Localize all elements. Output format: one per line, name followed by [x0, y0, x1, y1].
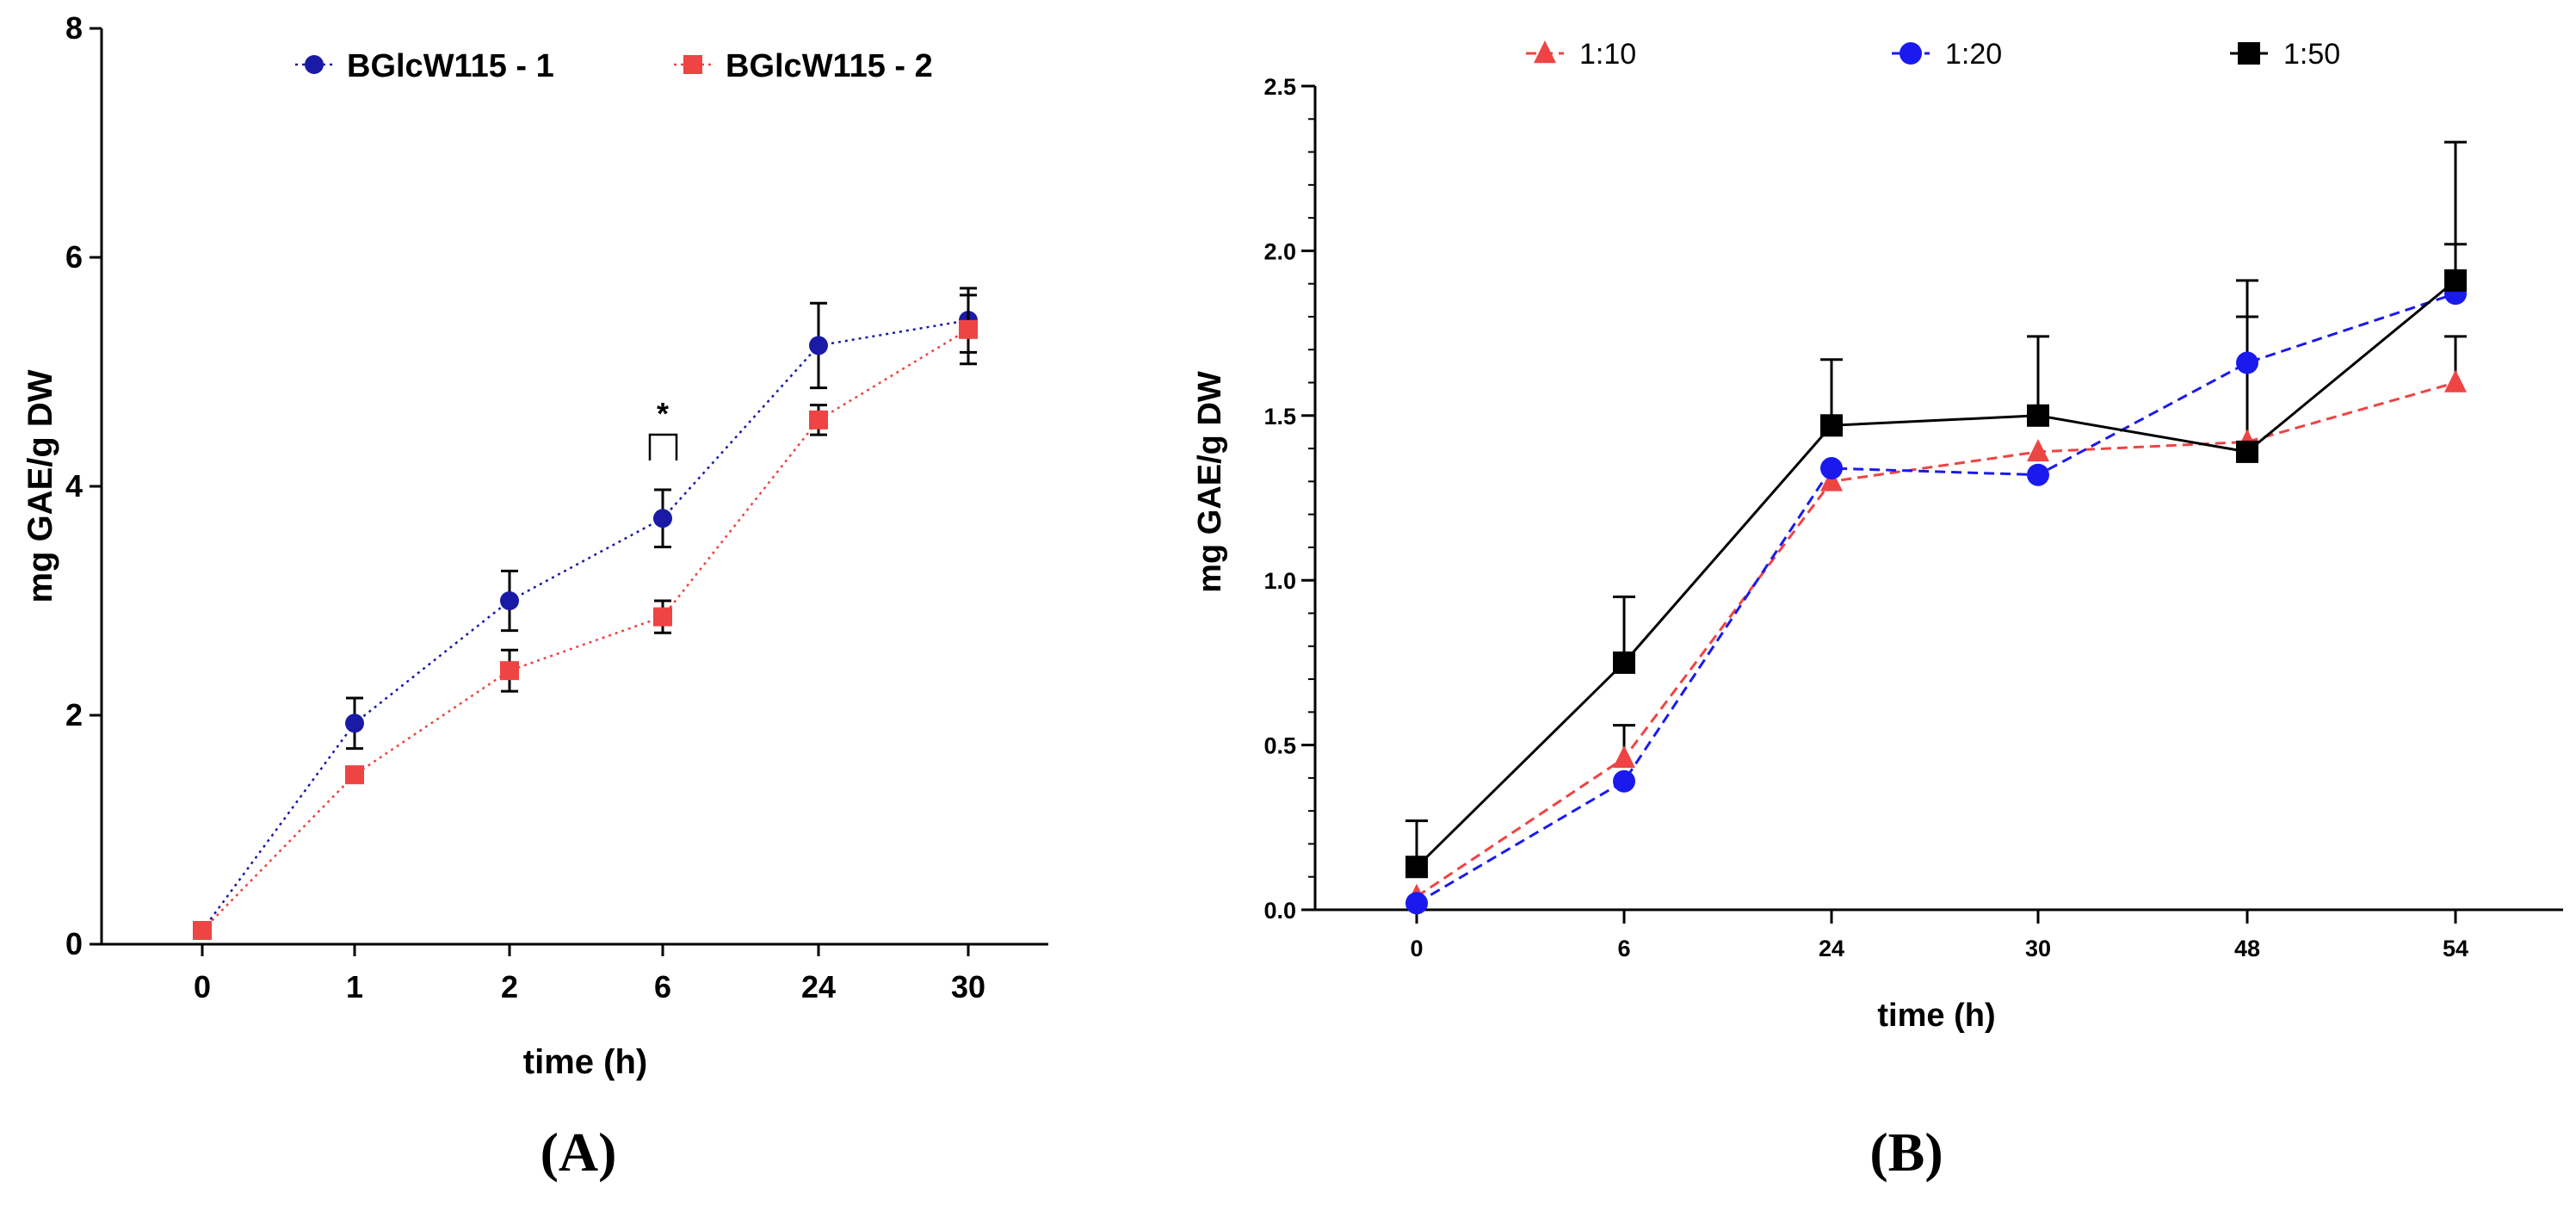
data-point: [1613, 769, 1635, 793]
legend-label: 1:50: [2283, 38, 2340, 71]
data-point: [809, 410, 828, 429]
series-line: [201, 318, 969, 931]
data-point: [500, 661, 519, 681]
legend-label: 1:20: [1945, 38, 2002, 71]
legend-label: 1:10: [1579, 38, 1636, 71]
legend-marker: [683, 55, 702, 74]
legend-label: BGlcW115 - 2: [726, 48, 933, 84]
legend-label: BGlcW115 - 1: [347, 48, 554, 84]
y-tick-label: 2.0: [1263, 238, 1296, 264]
data-point: [2027, 463, 2049, 486]
data-point: [2444, 269, 2467, 292]
y-tick-label: 6: [65, 239, 83, 275]
legend-marker: [1900, 42, 1922, 65]
x-tick-label: 24: [1819, 936, 1844, 961]
x-tick-label: 0: [194, 969, 211, 1004]
x-tick-label: 30: [2025, 936, 2051, 961]
data-point: [1820, 468, 1843, 491]
panel-label: (B): [1869, 1122, 1943, 1183]
data-point: [2236, 351, 2258, 374]
data-point: [193, 921, 212, 941]
data-point: [1820, 457, 1843, 480]
legend-marker: [1534, 40, 1556, 64]
x-tick-label: 54: [2443, 936, 2468, 961]
x-tick-label: 48: [2234, 936, 2260, 961]
x-tick-label: 0: [1410, 936, 1423, 961]
x-tick-label: 2: [501, 969, 518, 1004]
data-point: [345, 714, 364, 733]
chart-panel-b: 0.0 0.5 1.0 1.5 2.0 2.5 0 6 24 30 48 54 time (h) mg G…: [1192, 38, 2563, 1183]
data-point: [1405, 856, 1428, 879]
significance-marker: *: [657, 396, 669, 431]
significance-bracket: [648, 433, 678, 460]
data-point: [1613, 651, 1635, 674]
data-point: [345, 765, 364, 785]
data-point: [653, 607, 672, 627]
x-tick-label: 30: [951, 969, 985, 1004]
data-point: [809, 336, 828, 355]
y-axis-title: mg GAE/g DW: [1192, 371, 1228, 593]
y-tick-label: 0.0: [1263, 898, 1296, 924]
legend-marker: [305, 55, 324, 74]
x-tick-label: 6: [1617, 936, 1630, 961]
y-tick-label: 1.0: [1263, 568, 1296, 594]
series-line: [1416, 292, 2456, 905]
x-axis-title: time (h): [523, 1043, 647, 1081]
x-tick-label: 6: [654, 969, 671, 1004]
series-line: [201, 328, 969, 931]
legend-marker: [2238, 42, 2260, 65]
data-point: [2236, 440, 2258, 463]
y-tick-label: 2: [65, 697, 83, 732]
y-tick-label: 0: [65, 926, 83, 961]
data-point: [2027, 404, 2049, 427]
x-axis-title: time (h): [1877, 998, 1995, 1034]
y-tick-label: 8: [65, 10, 83, 46]
x-tick-label: 1: [346, 969, 363, 1004]
y-tick-label: 4: [65, 468, 83, 504]
panel-label: (A): [541, 1122, 617, 1183]
y-tick-label: 2.5: [1263, 74, 1296, 100]
series-line: [1415, 279, 2456, 868]
y-axis-title: mg GAE/g DW: [22, 369, 59, 602]
data-point: [2444, 369, 2467, 392]
data-point: [1613, 745, 1635, 769]
data-point: [1405, 892, 1428, 915]
y-tick-label: 1.5: [1263, 404, 1296, 429]
y-tick-label: 0.5: [1263, 733, 1296, 759]
data-point: [1820, 414, 1843, 437]
data-point: [653, 509, 672, 528]
series-line: [1416, 381, 2456, 898]
data-point: [959, 319, 978, 339]
data-point: [2027, 438, 2049, 462]
data-point: [500, 591, 519, 610]
x-tick-label: 24: [801, 969, 836, 1004]
